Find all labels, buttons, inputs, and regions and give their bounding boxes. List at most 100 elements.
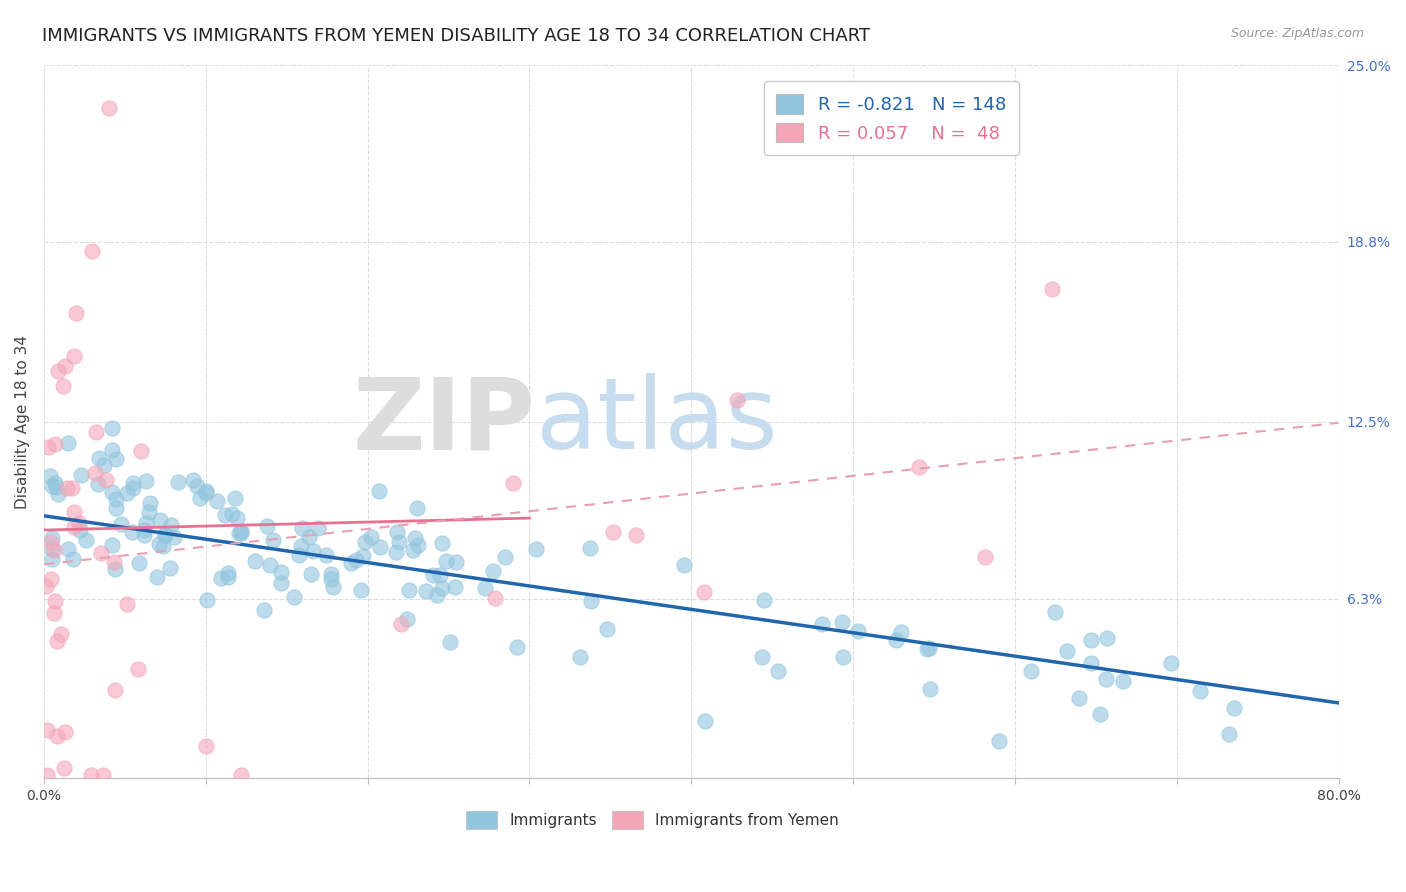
Point bbox=[41, 541, 63, 556]
Point bbox=[41, 534, 63, 549]
Point bbox=[886, 632, 908, 647]
Point bbox=[1019, 664, 1042, 678]
Point bbox=[810, 617, 832, 632]
Point bbox=[766, 664, 789, 678]
Point bbox=[1056, 644, 1078, 658]
Point bbox=[596, 622, 619, 636]
Point bbox=[217, 570, 239, 584]
Point bbox=[67, 516, 90, 530]
Point bbox=[1080, 632, 1102, 647]
Point bbox=[127, 662, 149, 676]
Point bbox=[368, 483, 391, 498]
Point bbox=[194, 486, 217, 500]
Point bbox=[63, 349, 86, 363]
Point bbox=[53, 359, 76, 374]
Point bbox=[205, 493, 228, 508]
Point bbox=[229, 524, 252, 538]
Point bbox=[432, 535, 454, 549]
Point bbox=[1045, 605, 1067, 619]
Point bbox=[368, 541, 391, 555]
Point bbox=[60, 481, 83, 495]
Point bbox=[52, 379, 75, 393]
Point bbox=[253, 602, 276, 616]
Point bbox=[387, 524, 409, 539]
Point bbox=[138, 505, 160, 519]
Point bbox=[103, 555, 125, 569]
Point bbox=[231, 768, 253, 782]
Point bbox=[69, 467, 91, 482]
Point bbox=[44, 437, 66, 451]
Point bbox=[94, 473, 117, 487]
Point bbox=[918, 681, 941, 696]
Point bbox=[104, 501, 127, 516]
Point bbox=[90, 546, 112, 560]
Point bbox=[915, 642, 938, 657]
Point bbox=[41, 572, 63, 586]
Point bbox=[581, 593, 603, 607]
Point bbox=[395, 612, 418, 626]
Point bbox=[298, 530, 321, 544]
Point bbox=[45, 634, 67, 648]
Point bbox=[42, 606, 65, 620]
Point bbox=[831, 615, 853, 630]
Point bbox=[321, 580, 343, 594]
Point bbox=[474, 581, 496, 595]
Point bbox=[115, 597, 138, 611]
Point bbox=[121, 475, 143, 490]
Point bbox=[291, 521, 314, 535]
Point bbox=[406, 500, 429, 515]
Point bbox=[1088, 706, 1111, 721]
Point bbox=[398, 582, 420, 597]
Point bbox=[86, 477, 108, 491]
Point bbox=[1160, 656, 1182, 670]
Point bbox=[214, 508, 236, 522]
Point bbox=[138, 496, 160, 510]
Point bbox=[148, 536, 170, 550]
Point bbox=[307, 520, 329, 534]
Text: Source: ZipAtlas.com: Source: ZipAtlas.com bbox=[1230, 27, 1364, 40]
Point bbox=[434, 554, 457, 568]
Point bbox=[1095, 631, 1118, 645]
Point bbox=[122, 481, 145, 495]
Point bbox=[259, 558, 281, 573]
Point bbox=[80, 768, 103, 782]
Point bbox=[429, 568, 451, 582]
Point bbox=[406, 538, 429, 552]
Point bbox=[110, 517, 132, 532]
Point bbox=[41, 479, 63, 493]
Point bbox=[186, 479, 208, 493]
Legend: Immigrants, Immigrants from Yemen: Immigrants, Immigrants from Yemen bbox=[460, 805, 845, 835]
Point bbox=[58, 436, 80, 450]
Point bbox=[385, 545, 408, 559]
Point bbox=[354, 534, 377, 549]
Point bbox=[105, 491, 128, 506]
Point bbox=[226, 511, 249, 525]
Point bbox=[270, 565, 292, 579]
Point bbox=[224, 491, 246, 505]
Point bbox=[243, 553, 266, 567]
Point bbox=[283, 590, 305, 604]
Point bbox=[422, 567, 444, 582]
Point bbox=[152, 539, 174, 553]
Point bbox=[751, 650, 773, 665]
Point bbox=[444, 580, 467, 594]
Point bbox=[908, 459, 931, 474]
Point bbox=[299, 567, 322, 582]
Point bbox=[209, 571, 232, 585]
Point bbox=[404, 531, 426, 545]
Point bbox=[100, 443, 122, 458]
Point bbox=[38, 469, 60, 483]
Point bbox=[315, 548, 337, 562]
Point bbox=[302, 544, 325, 558]
Point bbox=[42, 542, 65, 557]
Point bbox=[188, 491, 211, 506]
Point bbox=[340, 556, 363, 570]
Point bbox=[58, 541, 80, 556]
Point bbox=[37, 768, 59, 782]
Point bbox=[160, 518, 183, 533]
Point bbox=[121, 524, 143, 539]
Point bbox=[439, 635, 461, 649]
Point bbox=[101, 484, 124, 499]
Point bbox=[135, 474, 157, 488]
Point bbox=[155, 527, 177, 541]
